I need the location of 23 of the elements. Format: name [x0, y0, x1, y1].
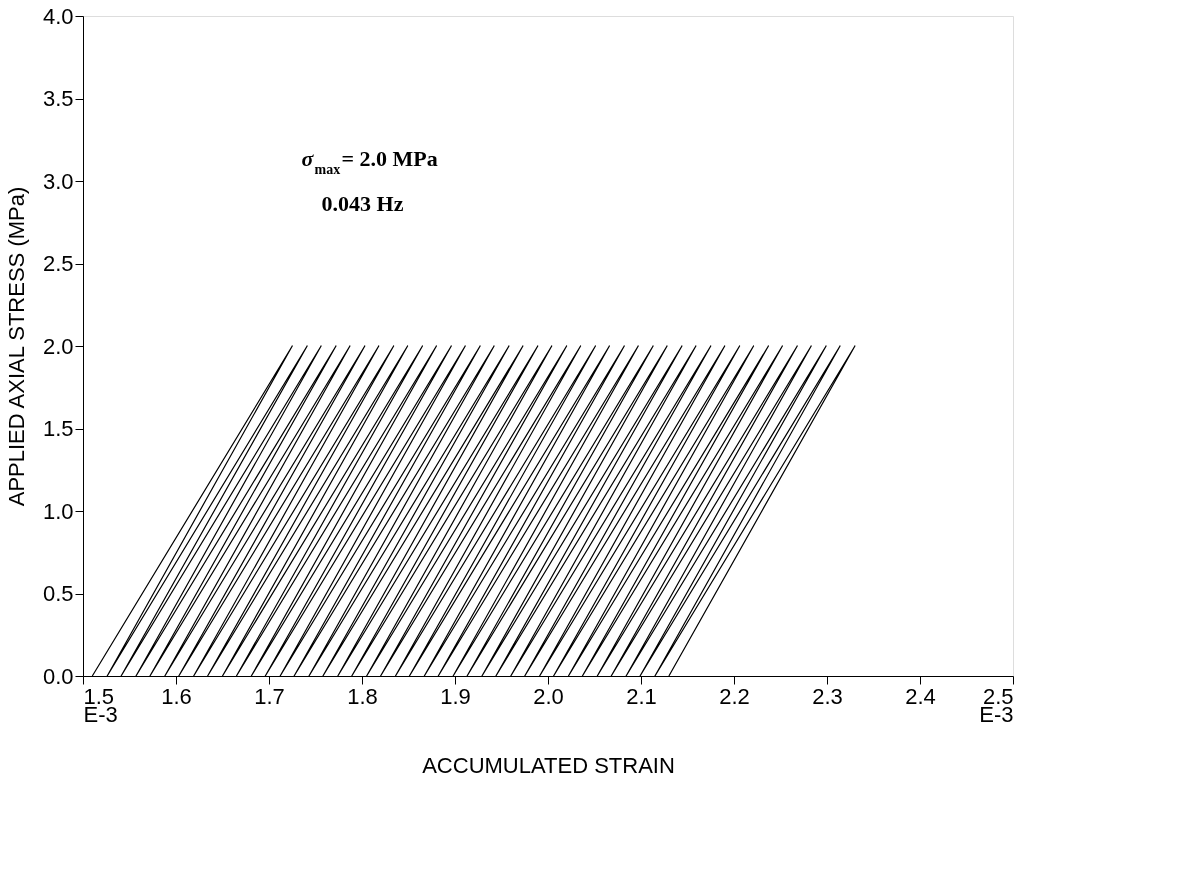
y-tick-label: 4.0 — [42, 3, 74, 29]
x-axis-title: ACCUMULATED STRAIN — [422, 752, 675, 778]
y-tick-label: 1.0 — [42, 498, 74, 524]
annotation: 0.043 Hz — [321, 191, 404, 216]
y-tick-label: 0.0 — [42, 663, 74, 689]
y-tick-label: 2.0 — [42, 333, 74, 359]
y-tick-label: 1.5 — [42, 416, 74, 441]
y-tick-label: 0.5 — [42, 581, 74, 606]
x-tick-label: 1.9 — [440, 683, 471, 709]
x-tick-label: 2.2 — [719, 683, 750, 709]
y-tick-label: 2.5 — [42, 251, 74, 276]
x-tick-label: 2.3 — [812, 683, 843, 709]
x-tick-label: 1.8 — [347, 683, 378, 709]
y-axis-title: APPLIED AXIAL STRESS (MPa) — [3, 186, 29, 507]
x-tick-label: 1.7 — [254, 683, 285, 709]
y-tick-label: 3.0 — [42, 168, 74, 194]
x-tick-label: 2.4 — [905, 683, 936, 709]
y-tick-label: 3.5 — [42, 86, 74, 111]
x-tick-label: 2.1 — [626, 683, 657, 709]
x-tick-label: 2.5 E-3 — [979, 683, 1014, 727]
x-tick-label: 2.0 — [533, 683, 564, 709]
x-tick-label: 1.5 E-3 — [83, 683, 118, 727]
x-tick-label: 1.6 — [161, 683, 192, 709]
